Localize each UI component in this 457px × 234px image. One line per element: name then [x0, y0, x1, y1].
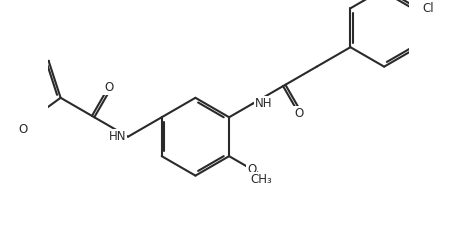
Text: O: O	[104, 81, 113, 94]
Text: O: O	[18, 123, 27, 136]
Text: HN: HN	[109, 130, 126, 143]
Text: O: O	[294, 107, 303, 120]
Text: Cl: Cl	[423, 2, 434, 15]
Text: O: O	[247, 162, 256, 176]
Text: NH: NH	[255, 97, 272, 110]
Text: CH₃: CH₃	[250, 173, 272, 186]
